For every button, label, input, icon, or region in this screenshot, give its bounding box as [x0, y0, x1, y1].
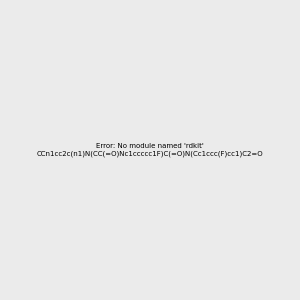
- Text: Error: No module named 'rdkit'
CCn1cc2c(n1)N(CC(=O)Nc1ccccc1F)C(=O)N(Cc1ccc(F)cc: Error: No module named 'rdkit' CCn1cc2c(…: [37, 143, 263, 157]
